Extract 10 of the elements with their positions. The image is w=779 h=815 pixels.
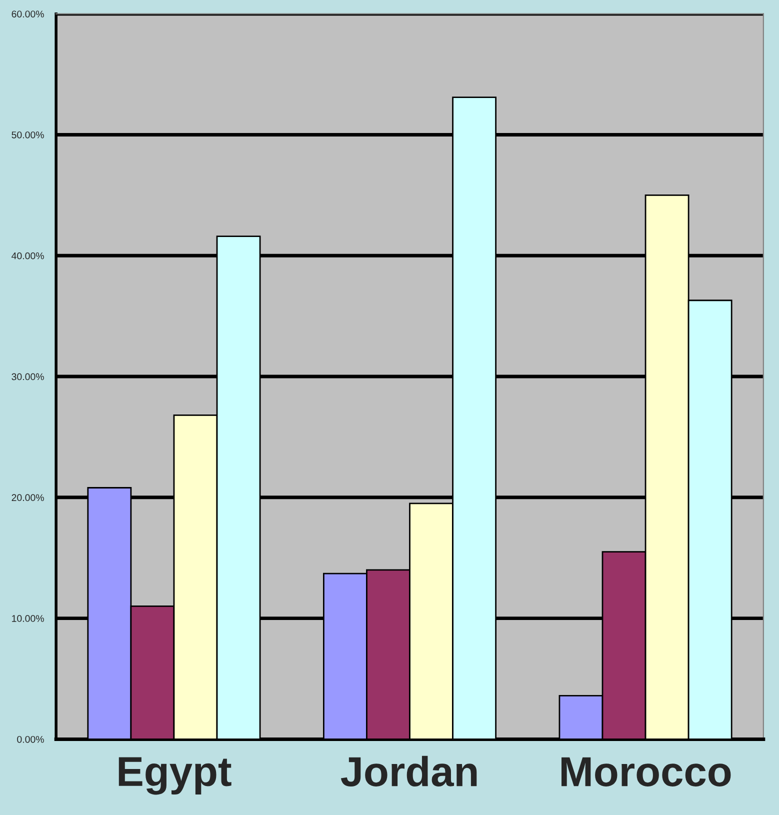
y-tick-label: 20.00%	[12, 494, 44, 502]
y-tick-label: 0.00%	[17, 736, 44, 743]
y-tick-label: 60.00%	[12, 10, 44, 18]
y-tick-label: 40.00%	[12, 252, 44, 260]
x-tick-label: Egypt	[118, 757, 232, 795]
x-tick-label: Jordan	[340, 756, 477, 786]
y-tick-label: 50.00%	[12, 131, 44, 138]
y-tick-label: 30.00%	[12, 373, 44, 380]
x-tick-label: Morocco	[562, 757, 731, 786]
y-tick-label: 10.00%	[12, 615, 44, 622]
